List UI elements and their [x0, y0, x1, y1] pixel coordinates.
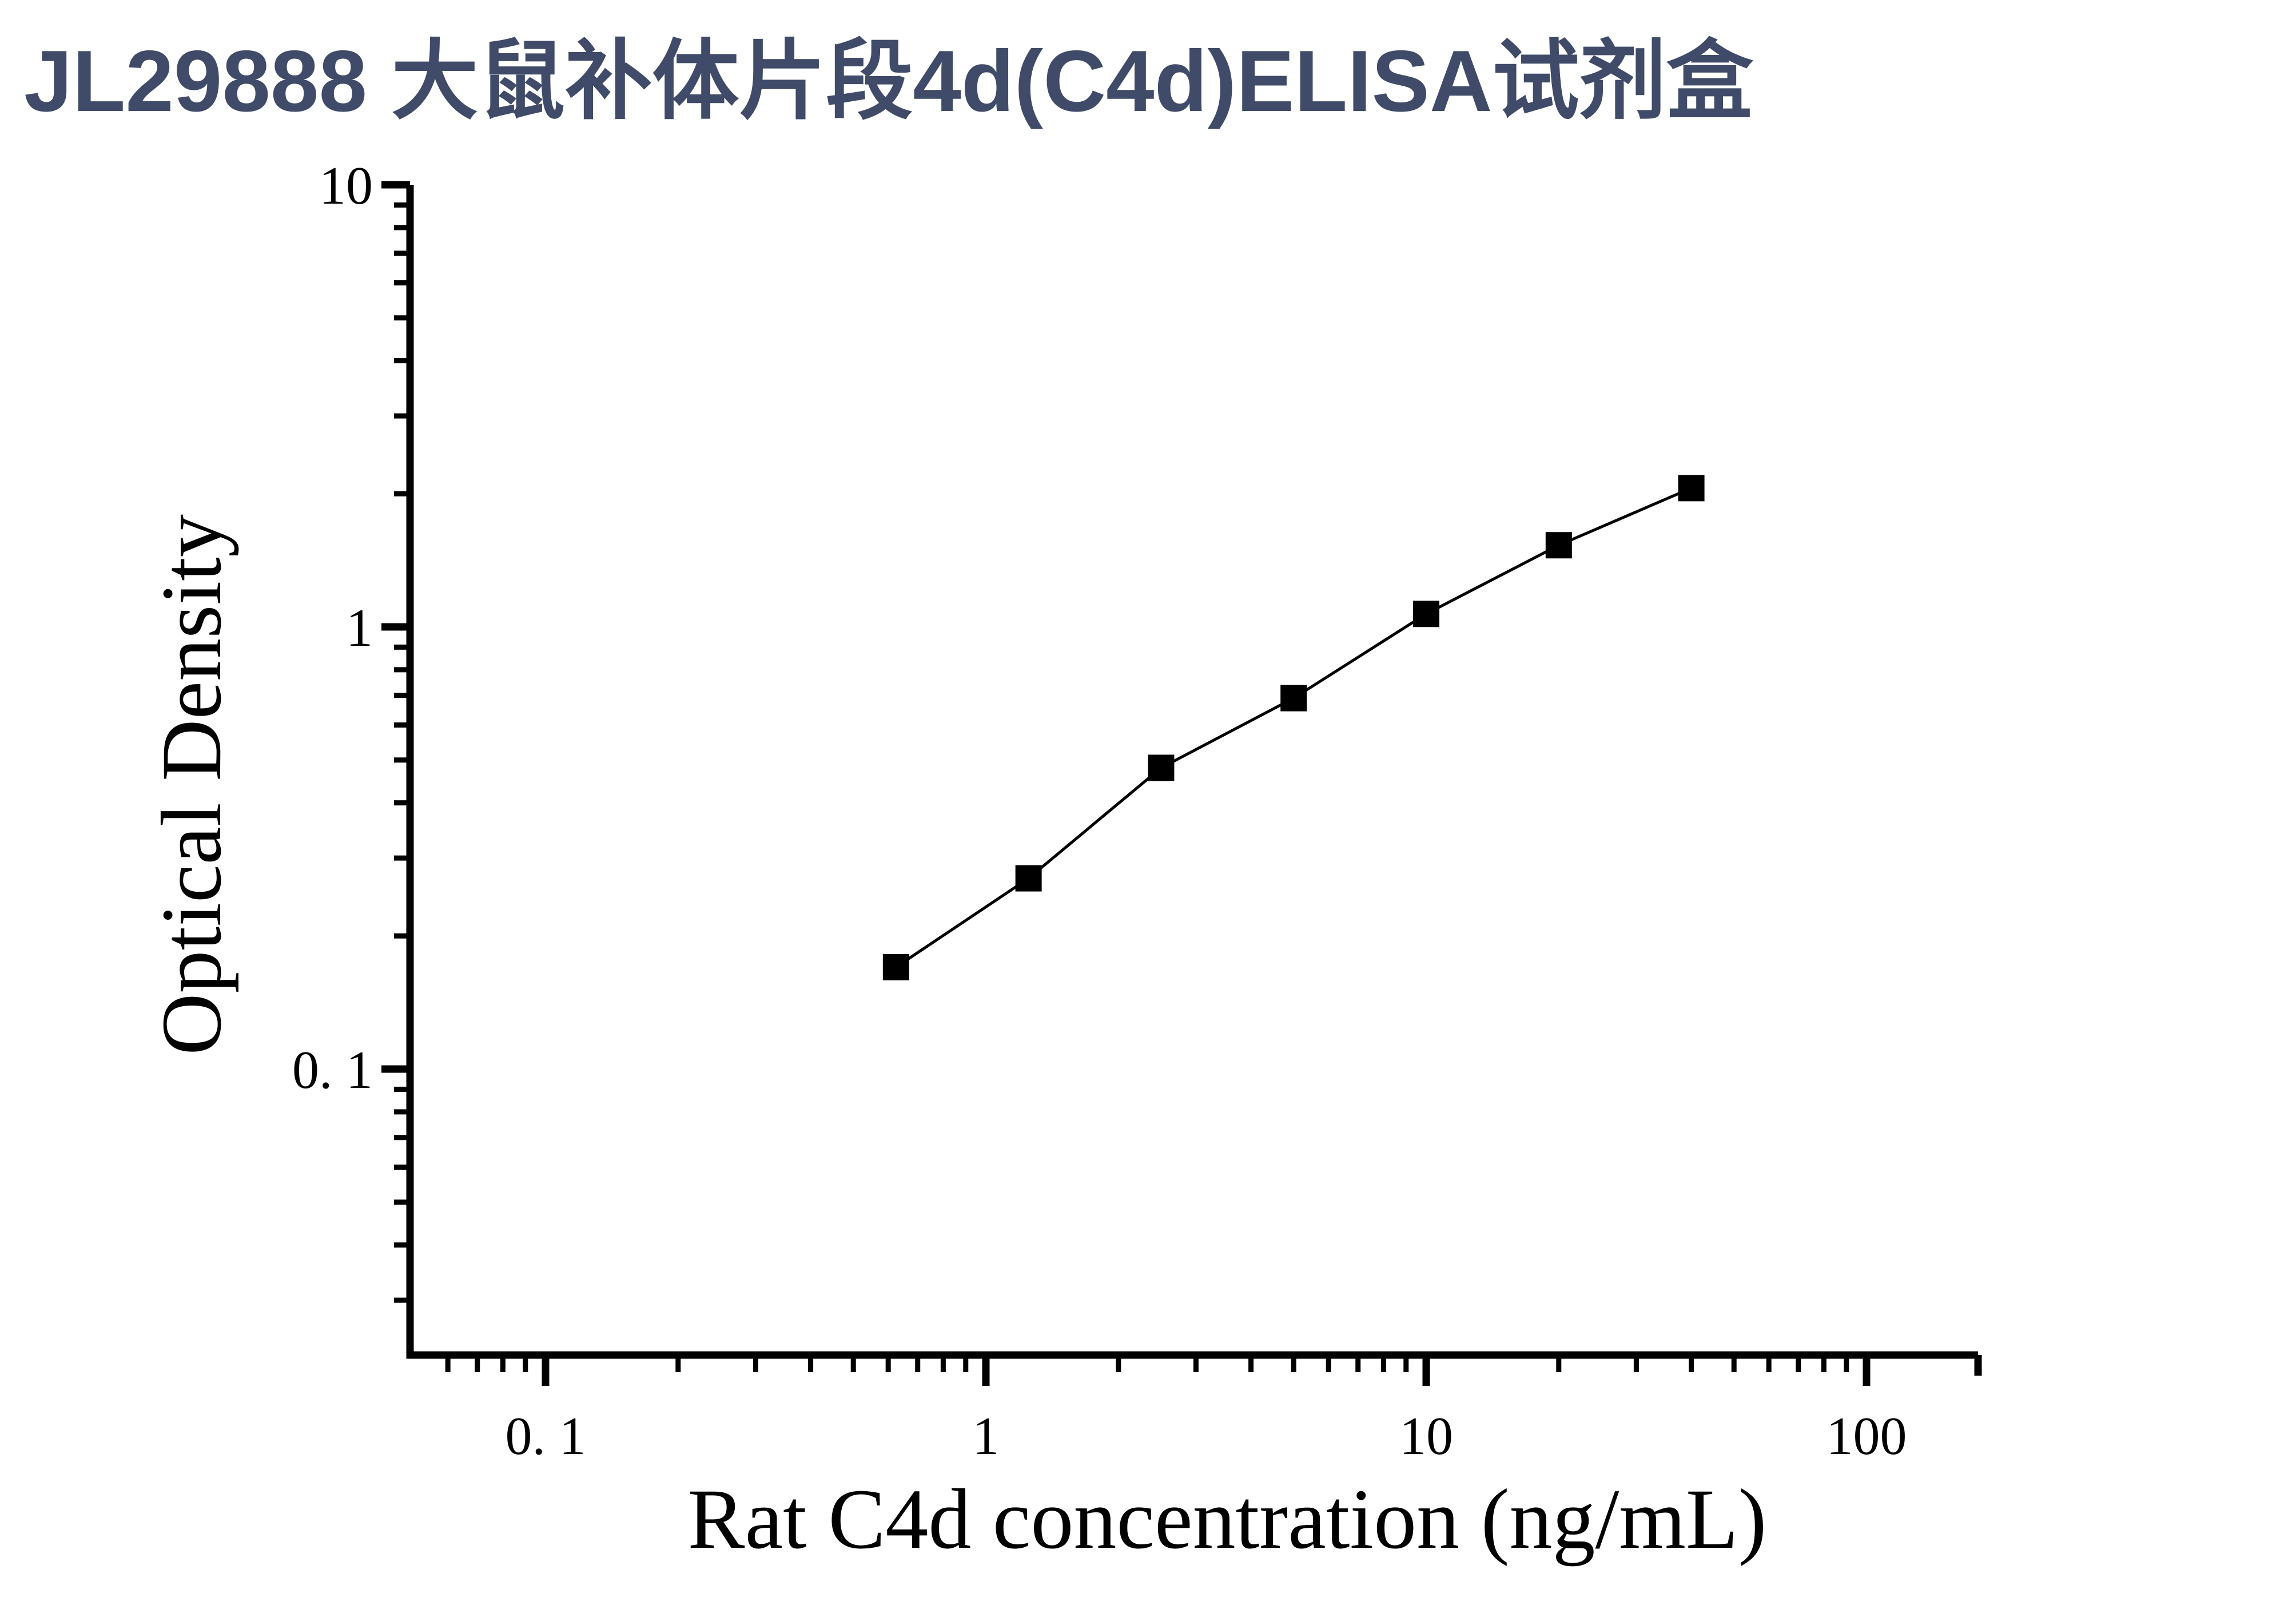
data-point-marker: [1015, 865, 1042, 892]
y-tick-label: 0. 1: [292, 1040, 373, 1100]
standard-curve-line: [895, 487, 1692, 968]
x-axis-title: Rat C4d concentration (ng/mL): [687, 1472, 1766, 1567]
x-tick-label: 100: [1827, 1407, 1907, 1466]
x-tick-label: 1: [973, 1407, 1000, 1466]
data-point-marker: [1280, 685, 1307, 712]
y-tick-label: 10: [319, 156, 373, 216]
y-tick-label: 1: [346, 598, 373, 658]
axis-frame: [406, 185, 1978, 1359]
data-point-marker: [1413, 601, 1439, 627]
page-title: JL29888 大鼠补体片段4d(C4d)ELISA试剂盒: [24, 33, 1753, 130]
x-tick-label: 0. 1: [506, 1407, 586, 1466]
y-axis-title: Optical Density: [144, 514, 239, 1055]
data-point-marker: [882, 954, 909, 980]
data-point-marker: [1678, 475, 1705, 502]
data-point-marker: [1148, 754, 1175, 781]
x-tick-label: 10: [1399, 1407, 1453, 1466]
data-point-marker: [1545, 532, 1572, 559]
